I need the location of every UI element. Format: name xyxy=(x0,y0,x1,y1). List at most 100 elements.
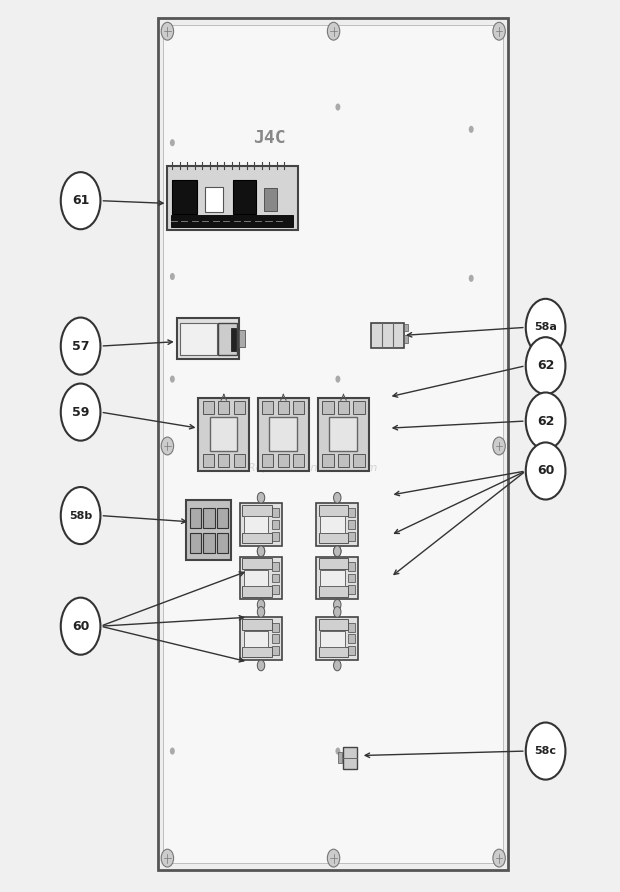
FancyBboxPatch shape xyxy=(319,558,348,569)
FancyBboxPatch shape xyxy=(322,454,334,467)
Circle shape xyxy=(526,442,565,500)
FancyBboxPatch shape xyxy=(198,398,249,471)
FancyBboxPatch shape xyxy=(264,188,277,211)
Text: 61: 61 xyxy=(72,194,89,207)
FancyBboxPatch shape xyxy=(210,417,237,451)
FancyBboxPatch shape xyxy=(278,401,289,414)
FancyBboxPatch shape xyxy=(272,646,279,655)
FancyBboxPatch shape xyxy=(319,647,348,657)
FancyBboxPatch shape xyxy=(186,500,231,560)
FancyBboxPatch shape xyxy=(203,454,214,467)
FancyBboxPatch shape xyxy=(217,533,228,553)
FancyBboxPatch shape xyxy=(348,562,355,571)
Circle shape xyxy=(257,607,265,617)
FancyBboxPatch shape xyxy=(158,18,508,870)
FancyBboxPatch shape xyxy=(258,398,309,471)
Circle shape xyxy=(61,318,100,375)
FancyBboxPatch shape xyxy=(348,532,355,541)
Circle shape xyxy=(526,392,565,450)
FancyBboxPatch shape xyxy=(320,516,345,533)
Circle shape xyxy=(334,546,341,557)
FancyBboxPatch shape xyxy=(218,454,229,467)
FancyBboxPatch shape xyxy=(272,562,279,571)
Circle shape xyxy=(469,275,474,282)
Circle shape xyxy=(335,747,340,755)
FancyBboxPatch shape xyxy=(293,454,304,467)
FancyBboxPatch shape xyxy=(353,401,365,414)
FancyBboxPatch shape xyxy=(244,631,268,647)
FancyBboxPatch shape xyxy=(353,454,365,467)
FancyBboxPatch shape xyxy=(167,166,298,230)
FancyBboxPatch shape xyxy=(234,401,245,414)
FancyBboxPatch shape xyxy=(242,533,272,543)
FancyBboxPatch shape xyxy=(348,585,355,594)
Text: 58a: 58a xyxy=(534,322,557,333)
Circle shape xyxy=(493,437,505,455)
Circle shape xyxy=(61,487,100,544)
FancyBboxPatch shape xyxy=(234,454,245,467)
Circle shape xyxy=(170,747,175,755)
FancyBboxPatch shape xyxy=(180,323,217,355)
FancyBboxPatch shape xyxy=(242,619,272,630)
Circle shape xyxy=(327,22,340,40)
FancyBboxPatch shape xyxy=(272,508,279,517)
FancyBboxPatch shape xyxy=(262,401,273,414)
Circle shape xyxy=(526,723,565,780)
Circle shape xyxy=(61,384,100,441)
FancyBboxPatch shape xyxy=(242,558,272,569)
Circle shape xyxy=(61,172,100,229)
Circle shape xyxy=(327,849,340,867)
Circle shape xyxy=(334,607,341,617)
FancyBboxPatch shape xyxy=(242,647,272,657)
FancyBboxPatch shape xyxy=(203,533,215,553)
Circle shape xyxy=(334,599,341,610)
FancyBboxPatch shape xyxy=(232,180,256,214)
Circle shape xyxy=(493,22,505,40)
FancyBboxPatch shape xyxy=(218,323,237,355)
FancyBboxPatch shape xyxy=(190,533,201,553)
FancyBboxPatch shape xyxy=(244,516,268,533)
Text: 58b: 58b xyxy=(69,510,92,521)
FancyBboxPatch shape xyxy=(348,634,355,643)
FancyBboxPatch shape xyxy=(239,331,245,347)
FancyBboxPatch shape xyxy=(319,586,348,597)
FancyBboxPatch shape xyxy=(244,570,268,586)
Circle shape xyxy=(257,546,265,557)
FancyBboxPatch shape xyxy=(316,557,358,599)
Circle shape xyxy=(334,660,341,671)
FancyBboxPatch shape xyxy=(338,454,349,467)
FancyBboxPatch shape xyxy=(348,508,355,517)
Text: 59: 59 xyxy=(72,406,89,418)
Circle shape xyxy=(257,660,265,671)
FancyBboxPatch shape xyxy=(371,323,404,348)
FancyBboxPatch shape xyxy=(272,623,279,632)
Text: 58c: 58c xyxy=(534,746,557,756)
Circle shape xyxy=(334,492,341,503)
FancyBboxPatch shape xyxy=(316,503,358,546)
Circle shape xyxy=(170,376,175,383)
FancyBboxPatch shape xyxy=(319,505,348,516)
FancyBboxPatch shape xyxy=(319,619,348,630)
Circle shape xyxy=(335,103,340,111)
FancyBboxPatch shape xyxy=(269,417,297,451)
FancyBboxPatch shape xyxy=(278,454,289,467)
FancyBboxPatch shape xyxy=(242,505,272,516)
FancyBboxPatch shape xyxy=(322,401,334,414)
FancyBboxPatch shape xyxy=(329,417,357,451)
FancyBboxPatch shape xyxy=(348,646,355,655)
FancyBboxPatch shape xyxy=(240,617,282,660)
FancyBboxPatch shape xyxy=(318,398,369,471)
Text: 57: 57 xyxy=(72,340,89,352)
FancyBboxPatch shape xyxy=(242,586,272,597)
FancyBboxPatch shape xyxy=(272,585,279,594)
FancyBboxPatch shape xyxy=(203,508,215,528)
FancyBboxPatch shape xyxy=(272,574,279,582)
Text: J4C: J4C xyxy=(254,129,286,147)
FancyBboxPatch shape xyxy=(177,318,239,359)
Circle shape xyxy=(526,337,565,394)
Circle shape xyxy=(161,22,174,40)
FancyBboxPatch shape xyxy=(217,508,228,528)
Circle shape xyxy=(493,849,505,867)
Text: 60: 60 xyxy=(72,620,89,632)
FancyBboxPatch shape xyxy=(205,187,223,212)
